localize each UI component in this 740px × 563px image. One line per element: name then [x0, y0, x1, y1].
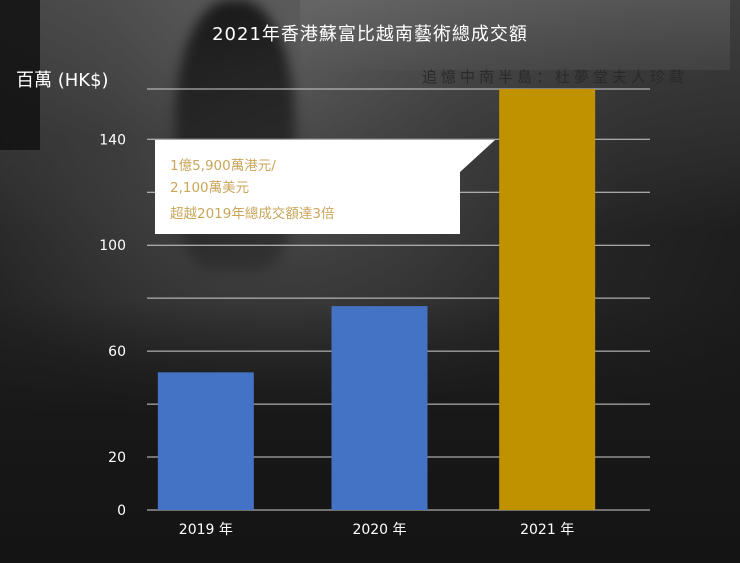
x-tick-label: 2020 年	[352, 522, 406, 538]
bars	[157, 89, 596, 510]
y-tick-label: 60	[108, 344, 126, 360]
y-axis-ticks: 0 20 60 100 140	[99, 132, 126, 519]
y-tick-label: 100	[99, 238, 126, 254]
y-tick-label: 20	[108, 450, 126, 466]
callout-line-2: 2,100萬美元	[170, 180, 249, 196]
bar-2	[499, 89, 596, 510]
bar-0	[157, 372, 254, 510]
chart-title: 2021年香港蘇富比越南藝術總成交額	[212, 24, 528, 45]
background-calligraphy-text: 追憶中南半島：杜夢堂夫人珍藏	[422, 68, 689, 86]
callout-box	[155, 140, 495, 234]
bar-1	[331, 306, 428, 510]
y-tick-label: 140	[99, 132, 126, 148]
callout-line-1: 1億5,900萬港元/	[170, 158, 276, 174]
callout-line-3: 超越2019年總成交額達3倍	[170, 205, 334, 222]
x-tick-label: 2019 年	[179, 522, 233, 538]
background-panel	[300, 0, 730, 70]
x-tick-label: 2021 年	[520, 522, 574, 538]
y-axis-unit-label: 百萬 (HK$)	[16, 70, 109, 91]
x-axis-ticks: 2019 年 2020 年 2021 年	[179, 522, 574, 538]
background-artwork-frame	[0, 0, 40, 150]
y-tick-label: 0	[117, 503, 126, 519]
